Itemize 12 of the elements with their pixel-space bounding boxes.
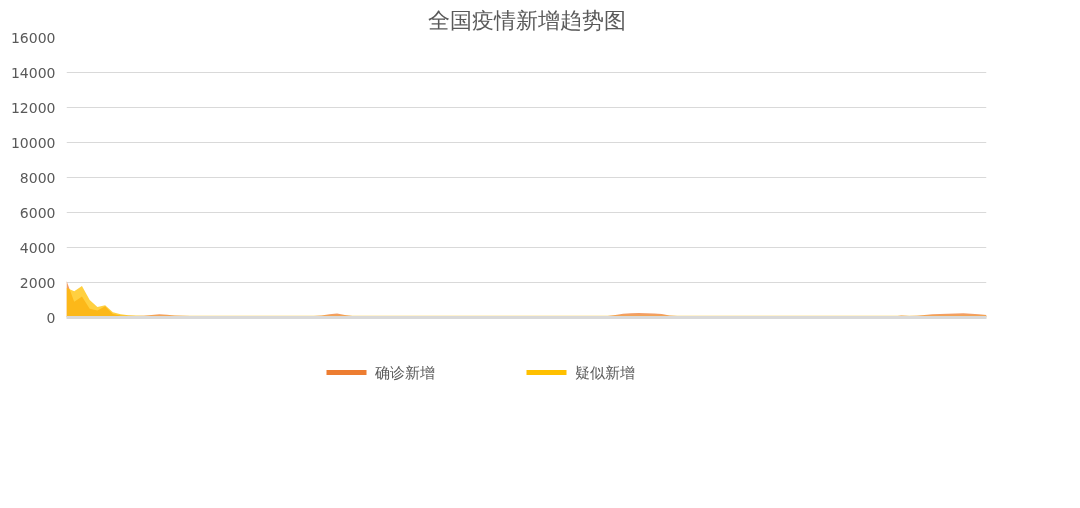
y-tick-label: 16000 bbox=[10, 29, 56, 46]
legend-label: 疑似新增 bbox=[574, 363, 635, 382]
y-tick-label: 0 bbox=[46, 309, 56, 326]
y-tick-label: 12000 bbox=[10, 99, 56, 116]
y-tick-label: 6000 bbox=[19, 204, 56, 221]
y-tick-label: 10000 bbox=[10, 134, 56, 151]
y-tick-label: 2000 bbox=[19, 274, 56, 291]
y-tick-label: 14000 bbox=[10, 64, 56, 81]
chart-title: 全国疫情新增趋势图 bbox=[427, 7, 626, 33]
legend-label: 确诊新增 bbox=[373, 363, 435, 382]
y-tick-label: 8000 bbox=[19, 169, 56, 186]
y-tick-label: 4000 bbox=[19, 239, 56, 256]
